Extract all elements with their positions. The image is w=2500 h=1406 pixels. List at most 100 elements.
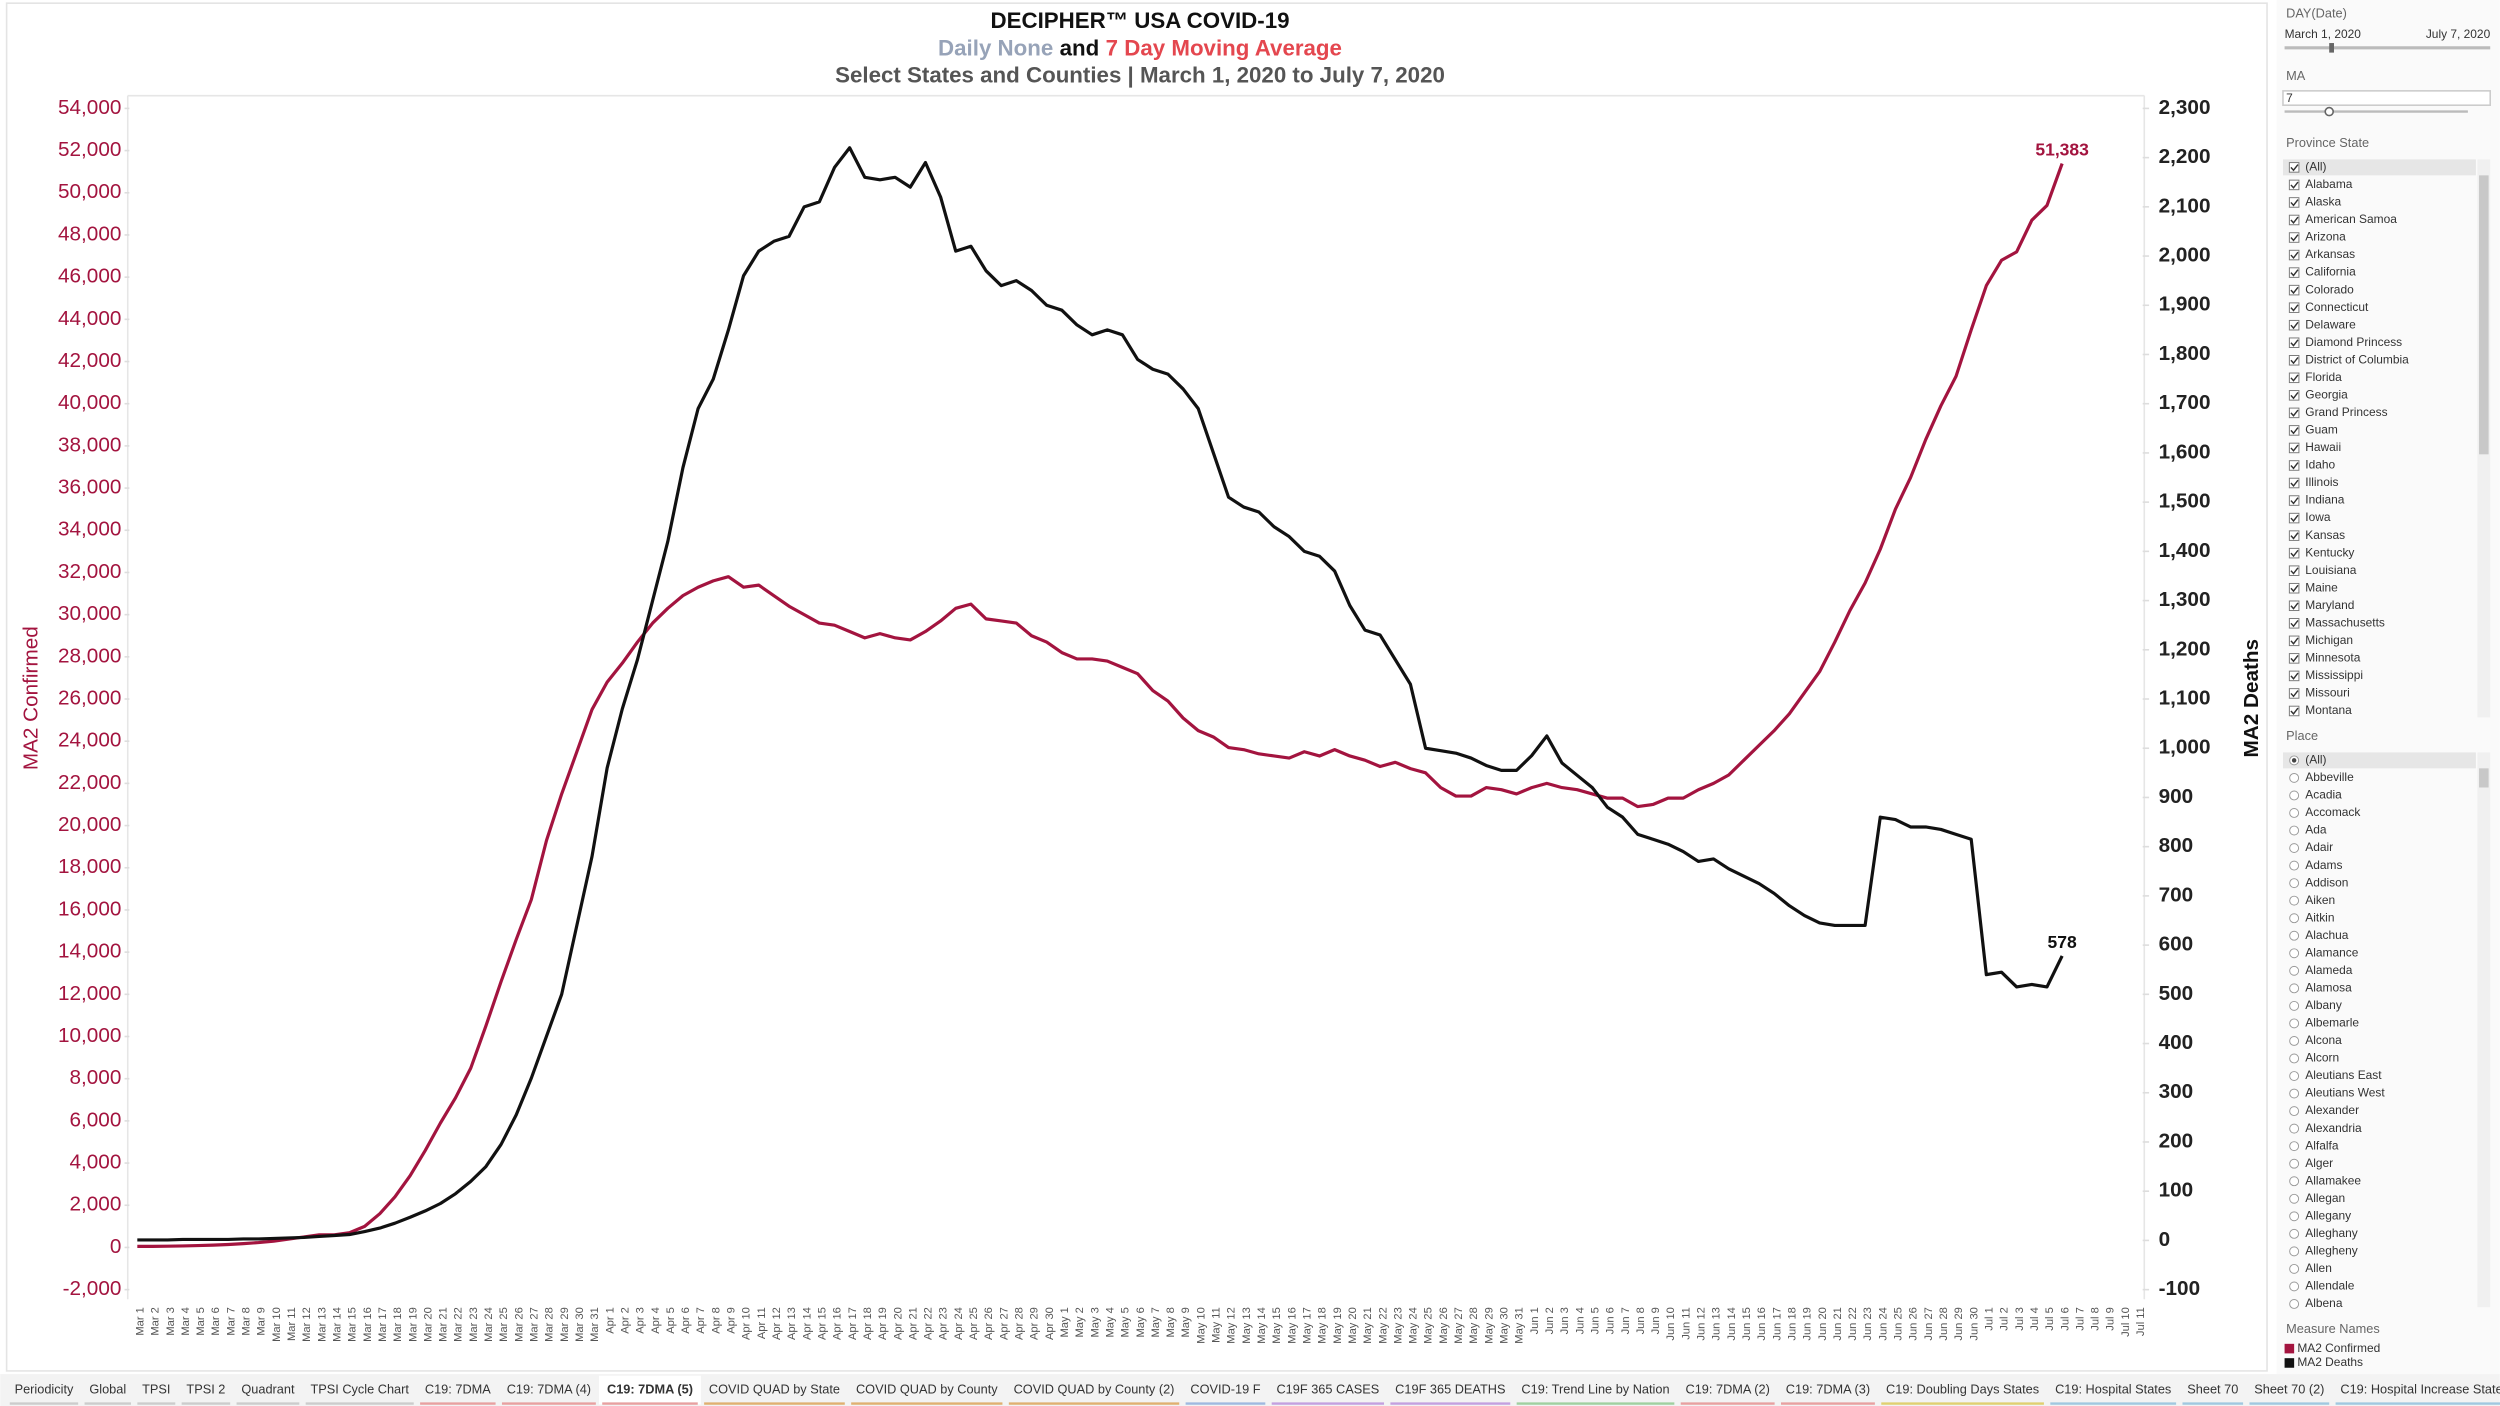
place-item[interactable]: Albemarle [2305, 1016, 2359, 1030]
checkbox[interactable] [2288, 477, 2300, 489]
province-item[interactable]: American Samoa [2305, 212, 2397, 226]
place-item[interactable]: Alger [2305, 1156, 2333, 1170]
province-item[interactable]: (All) [2305, 160, 2326, 174]
place-item[interactable]: Accomack [2305, 805, 2360, 819]
place-item[interactable]: Alameda [2305, 963, 2352, 977]
checkbox[interactable] [2288, 425, 2300, 436]
checkbox[interactable] [2288, 249, 2300, 261]
province-scroll-thumb[interactable] [2479, 175, 2489, 455]
province-item[interactable]: Iowa [2305, 510, 2331, 524]
place-item[interactable]: Addison [2305, 875, 2348, 889]
place-item[interactable]: Allegan [2305, 1191, 2345, 1205]
tab[interactable]: C19: Trend Line by Nation [1521, 1381, 1669, 1396]
checkbox[interactable] [2288, 337, 2300, 348]
tab[interactable]: COVID QUAD by State [709, 1381, 840, 1396]
checkbox[interactable] [2288, 688, 2300, 699]
checkbox[interactable] [2288, 232, 2300, 243]
radio[interactable] [2289, 983, 2300, 994]
checkbox[interactable] [2288, 565, 2300, 576]
checkbox[interactable] [2288, 355, 2300, 366]
tab[interactable]: C19: 7DMA [425, 1381, 491, 1396]
radio[interactable] [2289, 860, 2300, 871]
tab[interactable]: Global [89, 1381, 126, 1396]
province-item[interactable]: Montana [2305, 703, 2352, 717]
checkbox[interactable] [2288, 442, 2300, 454]
place-item[interactable]: Allendale [2305, 1279, 2354, 1293]
place-item[interactable]: Allegheny [2305, 1244, 2357, 1258]
province-item[interactable]: Connecticut [2305, 300, 2369, 314]
radio[interactable] [2289, 948, 2300, 959]
tab[interactable]: C19: 7DMA (3) [1786, 1381, 1870, 1396]
province-item[interactable]: Alaska [2305, 195, 2341, 209]
province-item[interactable]: Grand Princess [2305, 405, 2387, 419]
checkbox[interactable] [2288, 179, 2300, 191]
place-item[interactable]: Allen [2305, 1261, 2332, 1275]
tab[interactable]: C19F 365 CASES [1276, 1381, 1379, 1396]
checkbox[interactable] [2288, 618, 2300, 629]
place-item[interactable]: Allamakee [2305, 1173, 2361, 1187]
tab[interactable]: COVID QUAD by County [856, 1381, 998, 1396]
checkbox[interactable] [2288, 162, 2300, 173]
checkbox[interactable] [2288, 582, 2300, 594]
radio[interactable] [2289, 1246, 2300, 1257]
radio[interactable] [2289, 1263, 2300, 1274]
province-item[interactable]: Kansas [2305, 528, 2345, 542]
tab[interactable]: C19: 7DMA (4) [507, 1381, 591, 1396]
province-item[interactable]: Diamond Princess [2305, 335, 2402, 349]
checkbox[interactable] [2288, 530, 2300, 541]
place-item[interactable]: Albany [2305, 998, 2342, 1012]
checkbox[interactable] [2288, 267, 2300, 278]
radio[interactable] [2289, 1106, 2300, 1117]
tab[interactable]: C19: 7DMA (5) [607, 1381, 693, 1396]
checkbox[interactable] [2288, 653, 2300, 664]
tab[interactable]: COVID QUAD by County (2) [1014, 1381, 1175, 1396]
radio[interactable] [2289, 1123, 2300, 1134]
place-item[interactable]: Alcorn [2305, 1051, 2339, 1065]
province-item[interactable]: Arizona [2305, 230, 2346, 244]
radio[interactable] [2289, 1281, 2300, 1292]
checkbox[interactable] [2288, 670, 2300, 682]
checkbox[interactable] [2288, 319, 2300, 331]
province-item[interactable]: Idaho [2305, 458, 2335, 472]
tab[interactable]: COVID-19 F [1190, 1381, 1260, 1396]
radio[interactable] [2289, 808, 2300, 818]
place-item[interactable]: Adams [2305, 858, 2342, 872]
place-item[interactable]: Aiken [2305, 893, 2335, 907]
place-item[interactable]: Alleghany [2305, 1226, 2357, 1240]
place-item[interactable]: Adair [2305, 840, 2333, 854]
province-item[interactable]: California [2305, 265, 2356, 279]
checkbox[interactable] [2288, 197, 2300, 208]
radio[interactable] [2289, 843, 2300, 854]
tab[interactable]: C19: Hospital States [2055, 1381, 2171, 1396]
tab[interactable]: Sheet 70 [2187, 1381, 2238, 1396]
place-item[interactable]: Aitkin [2305, 910, 2334, 924]
radio[interactable] [2289, 1176, 2300, 1187]
checkbox[interactable] [2288, 284, 2300, 296]
radio[interactable] [2289, 825, 2300, 836]
province-item[interactable]: Minnesota [2305, 651, 2360, 665]
province-item[interactable]: Louisiana [2305, 563, 2356, 577]
tab[interactable]: C19: 7DMA (2) [1686, 1381, 1770, 1396]
radio[interactable] [2289, 1018, 2300, 1029]
checkbox[interactable] [2288, 547, 2300, 559]
radio[interactable] [2289, 1088, 2300, 1099]
province-item[interactable]: Hawaii [2305, 440, 2341, 454]
province-item[interactable]: Kentucky [2305, 545, 2354, 559]
checkbox[interactable] [2288, 512, 2300, 524]
radio[interactable] [2289, 1299, 2300, 1309]
checkbox[interactable] [2288, 372, 2300, 384]
checkbox[interactable] [2288, 495, 2300, 506]
ma-input[interactable] [2282, 90, 2492, 107]
radio[interactable] [2289, 965, 2300, 976]
place-scroll-thumb[interactable] [2479, 768, 2489, 788]
place-item[interactable]: Alamance [2305, 945, 2358, 959]
radio[interactable] [2289, 878, 2300, 889]
checkbox[interactable] [2288, 390, 2300, 401]
date-slider-handle[interactable] [2329, 43, 2334, 53]
radio[interactable] [2289, 1000, 2300, 1011]
tab[interactable]: Sheet 70 (2) [2254, 1381, 2324, 1396]
radio[interactable] [2289, 1071, 2300, 1081]
province-item[interactable]: Missouri [2305, 686, 2349, 700]
radio[interactable] [2289, 1053, 2300, 1064]
radio[interactable] [2289, 772, 2300, 783]
